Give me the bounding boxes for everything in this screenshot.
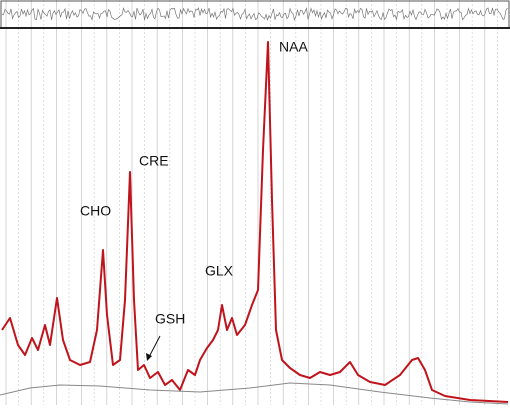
peak-label: CRE	[139, 153, 169, 169]
baseline	[0, 382, 509, 405]
peak-label: NAA	[279, 39, 308, 55]
peak-label: CHO	[80, 203, 111, 219]
grid	[5, 0, 498, 405]
residual-trace	[1, 6, 508, 22]
arrow-head	[146, 353, 152, 361]
arrow	[148, 335, 161, 358]
peak-label: GLX	[205, 263, 234, 279]
peak-label: GSH	[155, 311, 185, 327]
spectrum-fit	[1, 41, 509, 403]
